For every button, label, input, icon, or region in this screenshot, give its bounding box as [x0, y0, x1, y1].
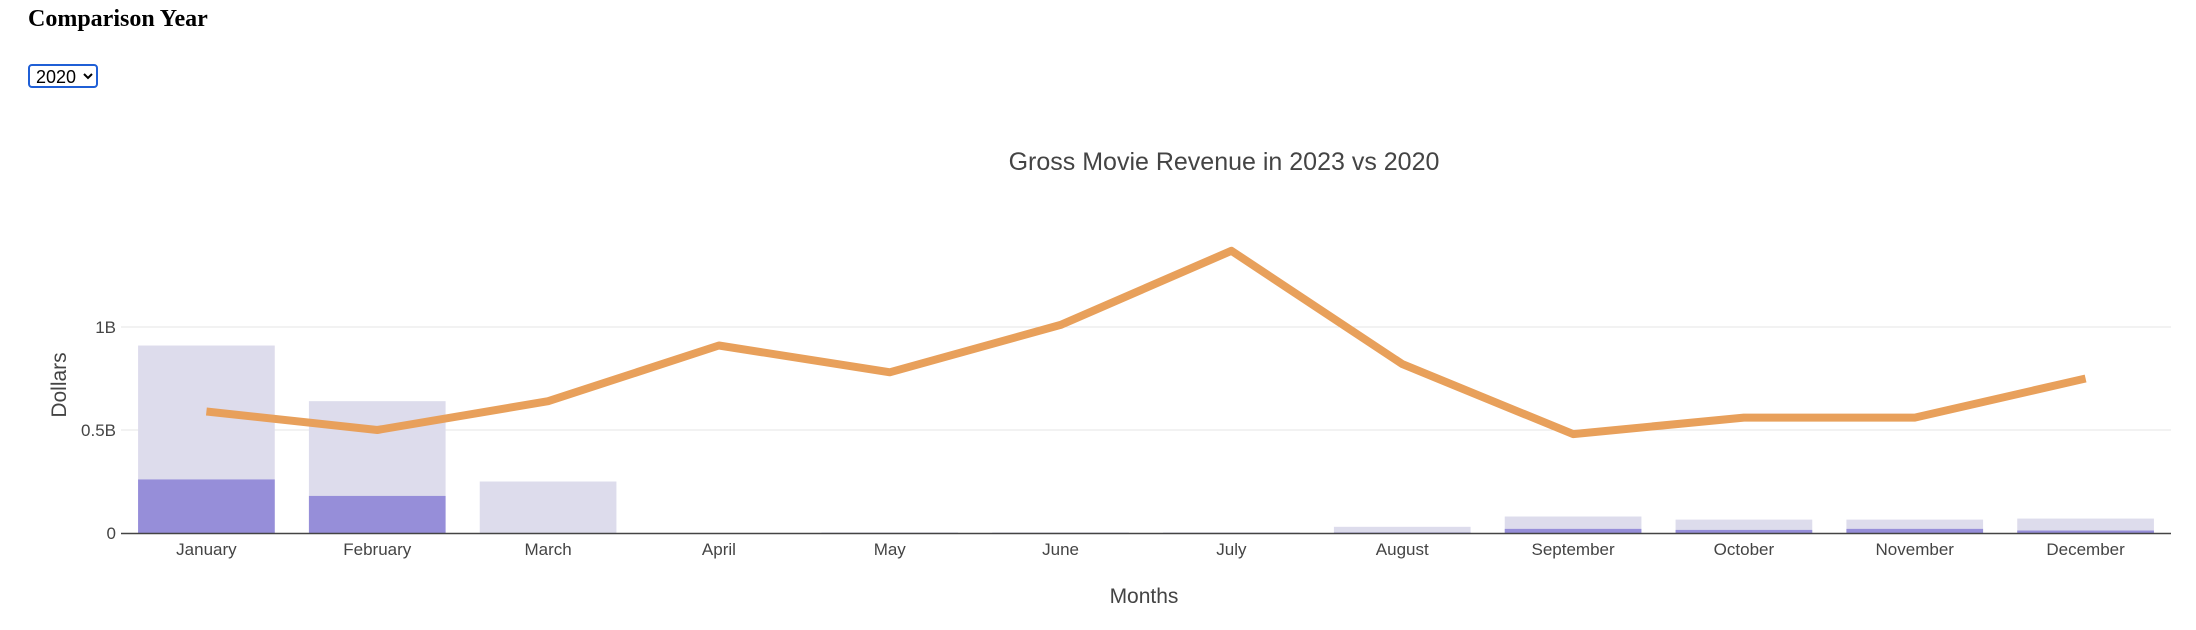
comparison-year-heading: Comparison Year [28, 6, 208, 32]
x-tick-label: April [702, 540, 736, 559]
line-series-path [205, 246, 2087, 439]
comparison-year-select[interactable]: 2020 [28, 64, 98, 88]
bar-series-2-november [1846, 528, 1984, 533]
bar-series-2-january [138, 479, 275, 533]
bar-series-2-october [1675, 529, 1813, 533]
x-tick-label: September [1531, 540, 1614, 559]
bar-series-1-october [1675, 519, 1813, 533]
bar-series-1-august [1333, 526, 1471, 533]
bar-series-2-february [308, 495, 446, 533]
y-tick-label: 0.5B [81, 421, 116, 440]
bar-series-1-june [992, 532, 1129, 533]
x-tick-label: July [1216, 540, 1247, 559]
chart-title: Gross Movie Revenue in 2023 vs 2020 [1009, 148, 1440, 176]
x-tick-label: March [524, 540, 571, 559]
bars-series-2 [138, 479, 2154, 533]
y-tick-label: 0 [107, 524, 116, 543]
line-series [205, 246, 2087, 439]
revenue-chart: Gross Movie Revenue in 2023 vs 2020 0 0.5… [48, 148, 2171, 608]
x-tick-label: November [1876, 540, 1955, 559]
bar-series-1-december [2017, 518, 2154, 533]
bar-series-2-december [2017, 530, 2154, 533]
grid-lines [121, 326, 2171, 431]
x-tick-label: January [176, 540, 237, 559]
x-tick-label: October [1714, 540, 1775, 559]
x-tick-label: June [1042, 540, 1079, 559]
y-tick-label: 1B [95, 318, 116, 337]
bar-series-1-may [821, 532, 959, 533]
y-axis-title: Dollars [48, 352, 71, 417]
x-tick-label: December [2046, 540, 2125, 559]
bar-series-1-july [1163, 532, 1300, 533]
x-tick-label: February [343, 540, 412, 559]
bar-series-1-march [479, 481, 617, 533]
x-axis-title: Months [1110, 585, 1179, 608]
axes: 0 0.5B 1B January February March April May June J… [81, 318, 2171, 559]
bar-series-2-september [1504, 528, 1642, 533]
x-tick-label: August [1376, 540, 1429, 559]
x-tick-label: May [874, 540, 907, 559]
